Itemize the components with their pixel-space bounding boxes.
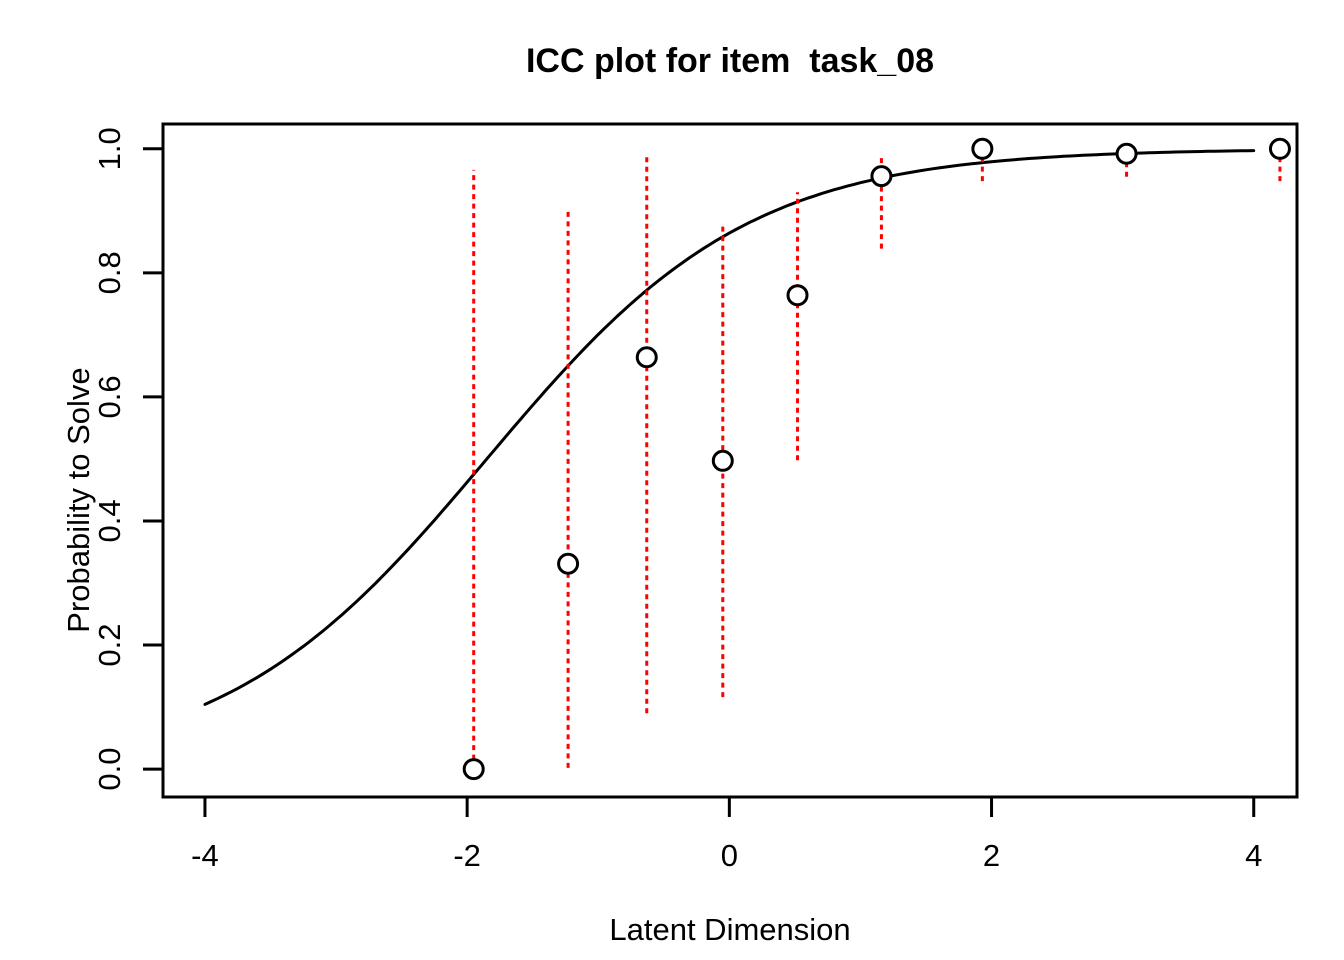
y-axis-label-text: Probability to Solve	[61, 367, 97, 633]
y-tick-label: 1.0	[92, 127, 127, 170]
y-tick-label: 0.4	[92, 499, 127, 542]
icc-curve	[203, 149, 1256, 706]
y-tick-label: 0.6	[92, 375, 127, 418]
y-tick-label: 0.8	[92, 251, 127, 294]
data-point	[557, 552, 580, 575]
x-tick-label: -2	[453, 838, 481, 873]
y-tick-label: 0.2	[92, 623, 127, 666]
x-tick-label: 0	[721, 838, 738, 873]
data-point	[870, 165, 893, 188]
data-point	[786, 284, 809, 307]
chart-title: ICC plot for item task_08	[525, 42, 935, 80]
y-tick-label: 0.0	[92, 748, 127, 791]
data-point	[1268, 137, 1291, 160]
data-point	[711, 449, 734, 472]
x-tick-label: -4	[191, 838, 219, 873]
data-point	[635, 346, 658, 369]
data-point	[1115, 142, 1138, 165]
data-point	[462, 758, 485, 781]
x-tick-label: 4	[1245, 838, 1262, 873]
x-tick-label: 2	[983, 838, 1000, 873]
data-point	[971, 137, 994, 160]
x-axis-label: Latent Dimension	[609, 912, 851, 947]
